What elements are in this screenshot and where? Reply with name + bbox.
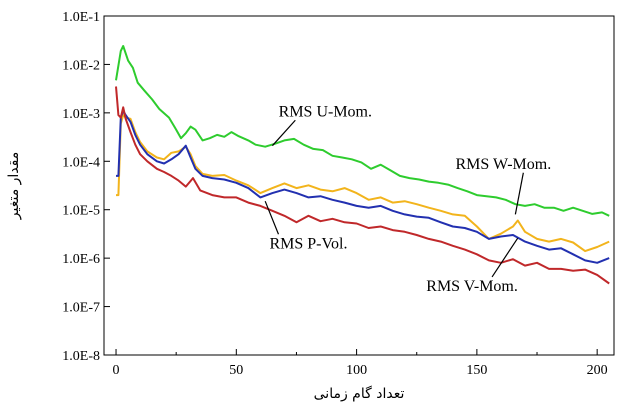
y-tick-label: 1.0E-6: [62, 252, 100, 267]
series-line-rms-p-vol: [115, 86, 610, 285]
annotation-label: RMS P-Vol.: [269, 235, 347, 252]
y-tick-label: 1.0E-3: [62, 107, 100, 122]
y-axis: 1.0E-8 1.0E-7 1.0E-6 1.0E-5 1.0E-4 1.0E-3 1.0E…: [62, 10, 110, 364]
x-tick-label: 0: [113, 363, 120, 378]
annotation-leader: [491, 237, 519, 278]
x-tick-label: 50: [229, 363, 243, 378]
y-tick-label: 1.0E-5: [62, 204, 100, 219]
y-tick-label: 1.0E-1: [62, 10, 100, 25]
x-axis: 0 50 100 150 200: [113, 349, 608, 378]
annotation-label: RMS V-Mom.: [426, 278, 518, 295]
y-tick-label: 1.0E-8: [62, 349, 100, 364]
y-axis-title: مقدار متغیر: [6, 152, 22, 220]
annotation-leader: [264, 200, 280, 235]
plot-frame: [103, 15, 615, 356]
y-tick-label: 1.0E-2: [62, 58, 100, 73]
series-line-rms-v-mom: [116, 109, 610, 264]
annotation-leader: [271, 119, 296, 147]
y-tick-label: 1.0E-4: [62, 155, 100, 170]
x-axis-title: تعداد گام زمانی: [314, 385, 405, 402]
x-tick-label: 150: [466, 363, 487, 378]
series-line-rms-w-mom: [116, 114, 610, 253]
annotations: RMS U-Mom. RMS W-Mom. RMS P-Vol. RMS V-Mom.: [264, 103, 551, 295]
annotation-label: RMS W-Mom.: [455, 156, 551, 173]
x-tick-label: 100: [346, 363, 367, 378]
annotation-label: RMS U-Mom.: [279, 103, 372, 120]
y-tick-label: 1.0E-7: [62, 301, 100, 316]
x-tick-label: 200: [587, 363, 608, 378]
annotation-leader: [514, 172, 524, 215]
